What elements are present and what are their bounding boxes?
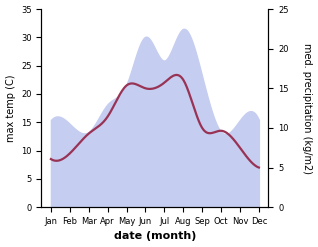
Y-axis label: med. precipitation (kg/m2): med. precipitation (kg/m2) [302,43,313,174]
Y-axis label: max temp (C): max temp (C) [5,74,16,142]
X-axis label: date (month): date (month) [114,231,196,242]
